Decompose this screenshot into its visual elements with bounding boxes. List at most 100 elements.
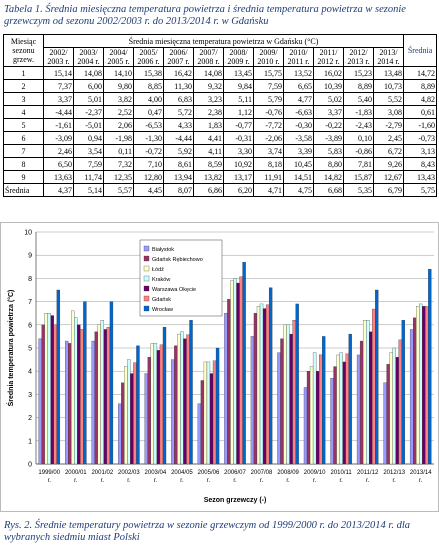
cell: 0,61 xyxy=(403,105,438,119)
cell: 5,02 xyxy=(313,92,344,106)
cell: 4,33 xyxy=(163,118,194,132)
cell: 12,67 xyxy=(372,170,405,184)
cell: 8,85 xyxy=(133,79,164,93)
cell: -3,89 xyxy=(313,131,344,145)
bar xyxy=(127,359,131,465)
data-row: 8 6,50 7,59 7,32 7,10 8,61 8,59 10,92 8,18 10,45 8… xyxy=(3,157,438,171)
bar xyxy=(197,403,202,465)
bar xyxy=(309,366,314,465)
legend-swatch xyxy=(143,275,150,282)
cell: 14,72 xyxy=(403,66,438,80)
y-tick-label: 9 xyxy=(28,253,32,260)
bar xyxy=(268,287,273,465)
column-header: 2008/ 2009 r. xyxy=(223,47,254,67)
bar xyxy=(121,382,125,465)
data-table: Miesiąc sezonu grzew. Średnia miesięczna … xyxy=(3,34,438,197)
cell: -1,61 xyxy=(43,118,74,132)
cell: 3,37 xyxy=(43,92,74,106)
data-row: 1 15,14 14,08 14,10 15,38 16,42 14,08 13,45 15,7… xyxy=(3,66,438,80)
legend-label: Gdańsk xyxy=(152,297,171,303)
cell: 13,43 xyxy=(403,170,438,184)
cell: 15,75 xyxy=(253,66,284,80)
x-tick-label: 2004/05 r. xyxy=(171,470,193,484)
column-header: 2009/ 2010 r. xyxy=(253,47,284,67)
cell: 6,86 xyxy=(193,183,224,197)
row-header: Miesiąc sezonu grzew. xyxy=(3,34,44,67)
column-header: 2012/ 2013 r. xyxy=(343,47,374,67)
cell: 12,35 xyxy=(103,170,134,184)
cell: 5,92 xyxy=(163,144,194,158)
cell: 6,65 xyxy=(283,79,314,93)
cell: 13,52 xyxy=(283,66,314,80)
y-tick-label: 4 xyxy=(28,369,32,376)
cell: 9,84 xyxy=(223,79,254,93)
bar xyxy=(209,373,214,465)
cell: 5,35 xyxy=(343,183,374,197)
legend-label: Łódź xyxy=(152,267,164,273)
cell: 8,80 xyxy=(313,157,344,171)
bar xyxy=(136,345,140,465)
header-row: Miesiąc sezonu grzew. Średnia miesięczna … xyxy=(3,34,438,67)
bar xyxy=(356,354,361,465)
cell: 14,51 xyxy=(283,170,314,184)
bar xyxy=(277,352,281,465)
cell: 15,14 xyxy=(43,66,74,80)
bar xyxy=(395,357,399,465)
cell: -0,72 xyxy=(133,144,164,158)
cell: 4,41 xyxy=(193,131,224,145)
cell: 5,72 xyxy=(163,105,194,119)
legend-swatch xyxy=(143,255,150,262)
bar xyxy=(322,336,326,465)
cell: 4,77 xyxy=(283,92,314,106)
column-header: 2006/ 2007 r. xyxy=(163,47,194,67)
bar xyxy=(162,326,167,465)
cell: 8,07 xyxy=(163,183,194,197)
cell: 5,52 xyxy=(372,92,405,106)
data-row: 4 -4,44 -2,37 2,52 0,47 5,72 2,38 1,12 -0,76 -6,6… xyxy=(3,105,438,119)
bar xyxy=(242,262,246,465)
bar xyxy=(253,313,258,465)
legend-label: Białystok xyxy=(152,247,174,253)
cell: 3 xyxy=(3,92,44,106)
bar xyxy=(315,371,320,465)
bar xyxy=(386,364,390,465)
cell: 5,79 xyxy=(253,92,284,106)
x-axis-label: Sezon grzewczy (-) xyxy=(204,497,267,504)
bar xyxy=(203,361,208,465)
x-tick-label: 2013/14 r. xyxy=(410,470,432,484)
legend-label: Gdańsk Rębiechowo xyxy=(152,257,203,263)
mean-row: Średnia 4,37 5,14 5,57 4,45 8,07 6,86 6,20 4,71 4… xyxy=(3,183,438,197)
bar xyxy=(283,324,287,465)
bar xyxy=(233,278,237,465)
cell: 0,47 xyxy=(133,105,164,119)
bar xyxy=(41,324,45,465)
data-row: 7 2,46 3,54 0,11 -0,72 5,92 4,11 3,30 3,74 3,39 5,… xyxy=(3,144,438,158)
figure-caption: Rys. 2. Średnie temperatury powietrza w … xyxy=(4,520,410,543)
bar xyxy=(206,361,211,465)
y-tick-label: 10 xyxy=(24,230,32,237)
bar xyxy=(425,306,429,465)
bar xyxy=(366,320,370,465)
bar xyxy=(372,308,376,465)
bar xyxy=(289,333,293,465)
bar xyxy=(359,340,364,465)
cell: 16,02 xyxy=(313,66,344,80)
x-tick-label: 2010/11 r. xyxy=(331,470,353,484)
data-row: 3 3,37 5,01 3,82 4,00 6,83 3,23 5,11 5,79 4,77 5,0… xyxy=(3,92,438,106)
bar xyxy=(259,303,264,465)
bar xyxy=(80,329,84,465)
bar xyxy=(286,324,290,465)
cell: 1 xyxy=(3,66,44,80)
cell: 13,94 xyxy=(163,170,194,184)
x-tick-label: 2001/02 r. xyxy=(91,470,113,484)
cell: -1,30 xyxy=(133,131,164,145)
bar xyxy=(339,352,343,465)
column-header: 2011/ 2012 r. xyxy=(313,47,344,67)
chart: 0 1 2 3 4 5 6 7 8 9 10 Średnia temperatura powietrz… xyxy=(0,222,439,512)
legend-label: Kraków xyxy=(152,277,170,283)
bar xyxy=(306,371,311,465)
bar xyxy=(265,304,270,465)
x-tick-label: 2008/09 r. xyxy=(277,470,299,484)
cell: 13,45 xyxy=(223,66,254,80)
legend-swatch xyxy=(143,295,150,302)
